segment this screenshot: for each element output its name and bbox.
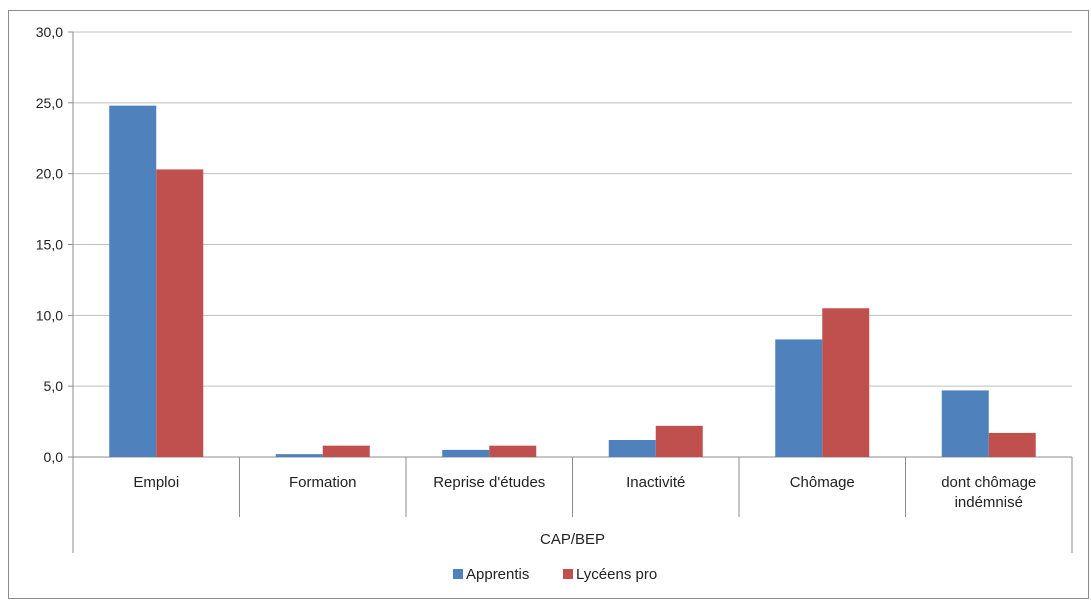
bar-lyc-ens-pro xyxy=(322,445,370,457)
y-tick-label: 20,0 xyxy=(36,166,63,182)
category-label: dont chômage xyxy=(941,474,1036,491)
category-label: indémnisé xyxy=(955,494,1023,511)
legend-swatch xyxy=(453,569,463,579)
category-label: Inactivité xyxy=(626,474,685,491)
legend-label: Apprentis xyxy=(466,566,529,583)
category-label: Formation xyxy=(289,474,357,491)
bar-lyc-ens-pro xyxy=(988,432,1036,457)
bar-lyc-ens-pro xyxy=(655,425,703,457)
bar-apprentis xyxy=(109,105,157,458)
category-label: Reprise d'études xyxy=(433,474,545,491)
y-tick-label: 15,0 xyxy=(36,237,63,253)
y-tick-label: 25,0 xyxy=(36,95,63,111)
bar-lyc-ens-pro xyxy=(489,445,537,457)
group-label: CAP/BEP xyxy=(540,531,605,548)
bar-lyc-ens-pro xyxy=(822,308,870,457)
category-label: Chômage xyxy=(790,474,855,491)
bar-apprentis xyxy=(608,440,656,457)
bar-apprentis xyxy=(941,390,989,457)
bar-apprentis xyxy=(442,449,490,457)
bar-apprentis xyxy=(275,454,323,457)
category-label: Emploi xyxy=(133,474,179,491)
y-tick-label: 5,0 xyxy=(44,378,64,394)
legend-swatch xyxy=(563,569,573,579)
bar-lyc-ens-pro xyxy=(156,169,204,457)
y-tick-label: 10,0 xyxy=(36,307,63,323)
legend-label: Lycéens pro xyxy=(576,566,657,583)
y-tick-label: 30,0 xyxy=(36,24,63,40)
y-tick-label: 0,0 xyxy=(44,449,64,465)
bar-apprentis xyxy=(775,339,823,457)
